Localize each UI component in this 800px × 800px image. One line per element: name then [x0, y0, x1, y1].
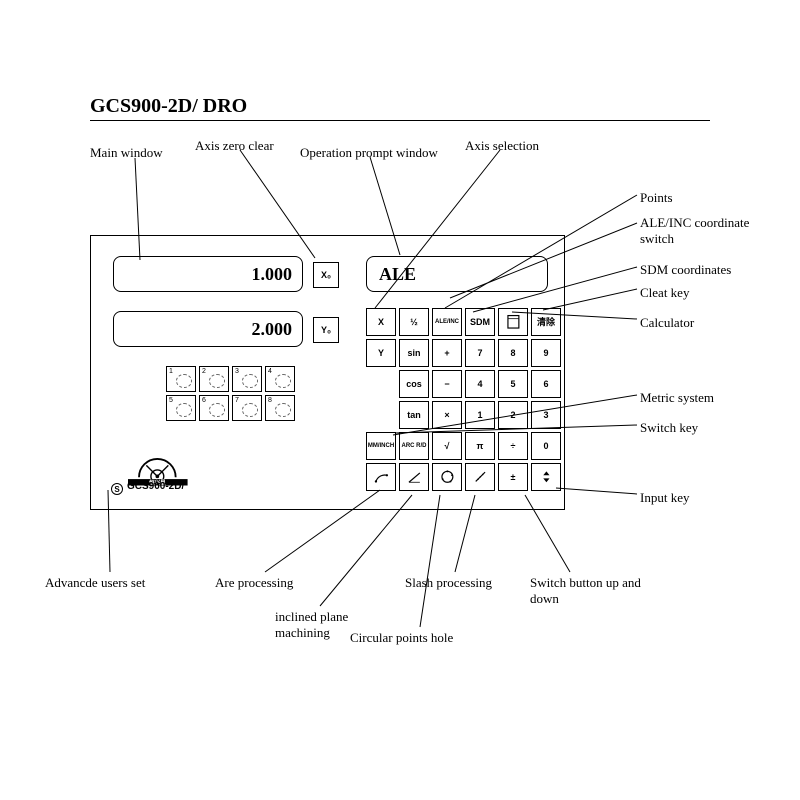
main-display-x: 1.000 [113, 256, 303, 292]
sdm-cell-2[interactable]: 2 [199, 366, 229, 392]
key-11[interactable]: 9 [531, 339, 561, 367]
key-20[interactable]: × [432, 401, 462, 429]
device-panel: 1.000 2.000 X₀ Y₀ ALE 12345678 X½ALE/INC… [90, 235, 565, 510]
sdm-cell-4[interactable]: 4 [265, 366, 295, 392]
key-6[interactable]: Y [366, 339, 396, 367]
sdm-cell-1[interactable]: 1 [166, 366, 196, 392]
sdm-grid: 1234 5678 [166, 366, 295, 421]
key-30[interactable] [366, 463, 396, 491]
key-26[interactable]: √ [432, 432, 462, 460]
key-18 [366, 401, 396, 429]
label-sdm_coord: SDM coordinates [640, 262, 731, 278]
key-31[interactable] [399, 463, 429, 491]
label-axis_zero: Axis zero clear [195, 138, 274, 154]
label-points: Points [640, 190, 673, 206]
keypad: X½ALE/INCSDM 清除 Ysin+789 cos−456 tan×123 MM/I… [366, 308, 561, 491]
label-calc: Calculator [640, 315, 694, 331]
sdm-cell-7[interactable]: 7 [232, 395, 262, 421]
key-2[interactable]: ALE/INC [432, 308, 462, 336]
key-5[interactable]: 清除 [531, 308, 561, 336]
label-circpoints: Circular points hole [350, 630, 453, 646]
key-17[interactable]: 6 [531, 370, 561, 398]
key-4[interactable] [498, 308, 528, 336]
label-main_window: Main window [90, 145, 163, 161]
label-axis_sel: Axis selection [465, 138, 539, 154]
key-29[interactable]: 0 [531, 432, 561, 460]
key-0[interactable]: X [366, 308, 396, 336]
advanced-set-button[interactable]: S [111, 483, 123, 495]
sdm-cell-3[interactable]: 3 [232, 366, 262, 392]
sdm-cell-6[interactable]: 6 [199, 395, 229, 421]
sdm-cell-5[interactable]: 5 [166, 395, 196, 421]
key-12 [366, 370, 396, 398]
key-8[interactable]: + [432, 339, 462, 367]
key-21[interactable]: 1 [465, 401, 495, 429]
key-19[interactable]: tan [399, 401, 429, 429]
title-underline [90, 120, 710, 121]
key-35[interactable] [531, 463, 561, 491]
key-32[interactable] [432, 463, 462, 491]
key-13[interactable]: cos [399, 370, 429, 398]
sdm-cell-8[interactable]: 8 [265, 395, 295, 421]
key-24[interactable]: MM/INCH [366, 432, 396, 460]
key-10[interactable]: 8 [498, 339, 528, 367]
label-switchkey: Switch key [640, 420, 698, 436]
label-switchud: Switch button up and down [530, 575, 650, 607]
key-33[interactable] [465, 463, 495, 491]
key-15[interactable]: 4 [465, 370, 495, 398]
page-title: GCS900-2D/ DRO [90, 95, 247, 118]
label-slashproc: Slash processing [405, 575, 492, 591]
label-op_prompt: Operation prompt window [300, 145, 438, 161]
y-zero-button[interactable]: Y₀ [313, 317, 339, 343]
key-25[interactable]: ARC R/D [399, 432, 429, 460]
label-inputkey: Input key [640, 490, 689, 506]
key-9[interactable]: 7 [465, 339, 495, 367]
label-ale_inc: ALE/INC coordinate switch [640, 215, 760, 247]
key-28[interactable]: ÷ [498, 432, 528, 460]
key-27[interactable]: π [465, 432, 495, 460]
extra-keys-row [564, 463, 594, 491]
key-23[interactable]: 3 [531, 401, 561, 429]
label-cleat: Cleat key [640, 285, 689, 301]
key-3[interactable]: SDM [465, 308, 495, 336]
key-7[interactable]: sin [399, 339, 429, 367]
label-advusers: Advancde users set [45, 575, 145, 591]
key-16[interactable]: 5 [498, 370, 528, 398]
key-14[interactable]: − [432, 370, 462, 398]
label-metric: Metric system [640, 390, 714, 406]
main-display-y: 2.000 [113, 311, 303, 347]
model-label: GCS900-2D/ [127, 481, 184, 492]
key-34[interactable]: ± [498, 463, 528, 491]
label-areproc: Are processing [215, 575, 293, 591]
key-1[interactable]: ½ [399, 308, 429, 336]
key-22[interactable]: 2 [498, 401, 528, 429]
x-zero-button[interactable]: X₀ [313, 262, 339, 288]
prompt-window: ALE [366, 256, 548, 292]
